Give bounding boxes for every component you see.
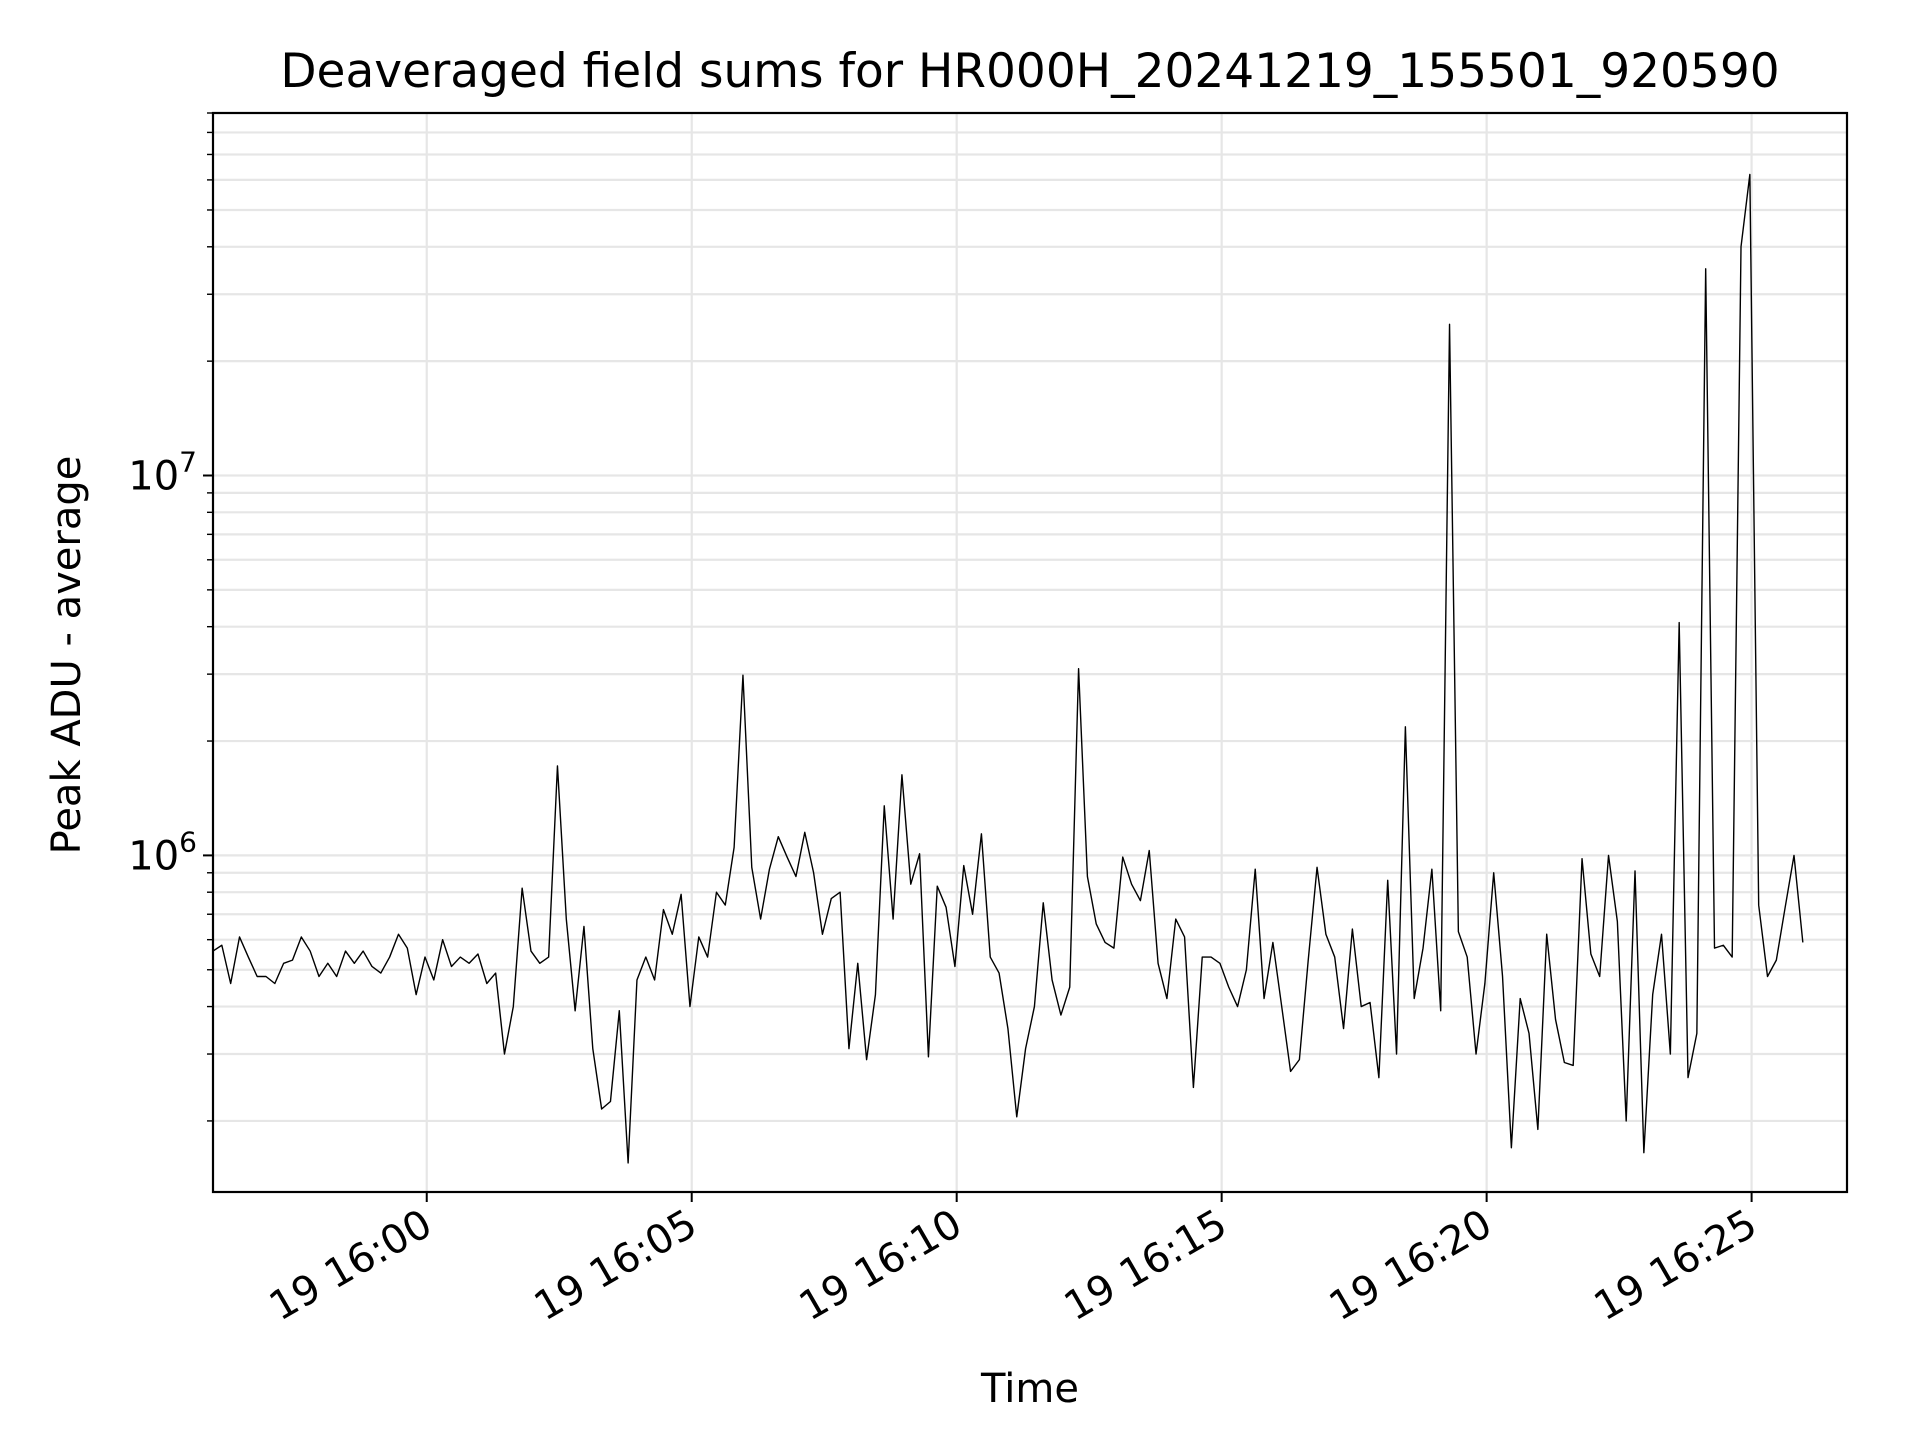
y-tick-label-exponent: 7 <box>179 446 197 479</box>
series-line <box>212 173 1804 1164</box>
chart-title: Deaveraged field sums for HR000H_2024121… <box>280 44 1779 99</box>
y-tick-label-exponent: 6 <box>179 825 197 858</box>
y-tick-label: 107 <box>128 446 197 500</box>
x-axis-label: Time <box>980 1366 1079 1412</box>
y-tick-label-base: 10 <box>128 833 179 879</box>
y-axis-label: Peak ADU - average <box>44 456 90 855</box>
plot-area <box>212 173 1804 1164</box>
y-tick-label: 106 <box>128 825 197 879</box>
plot-frame <box>211 111 1849 1194</box>
y-tick-label-base: 10 <box>128 454 179 500</box>
